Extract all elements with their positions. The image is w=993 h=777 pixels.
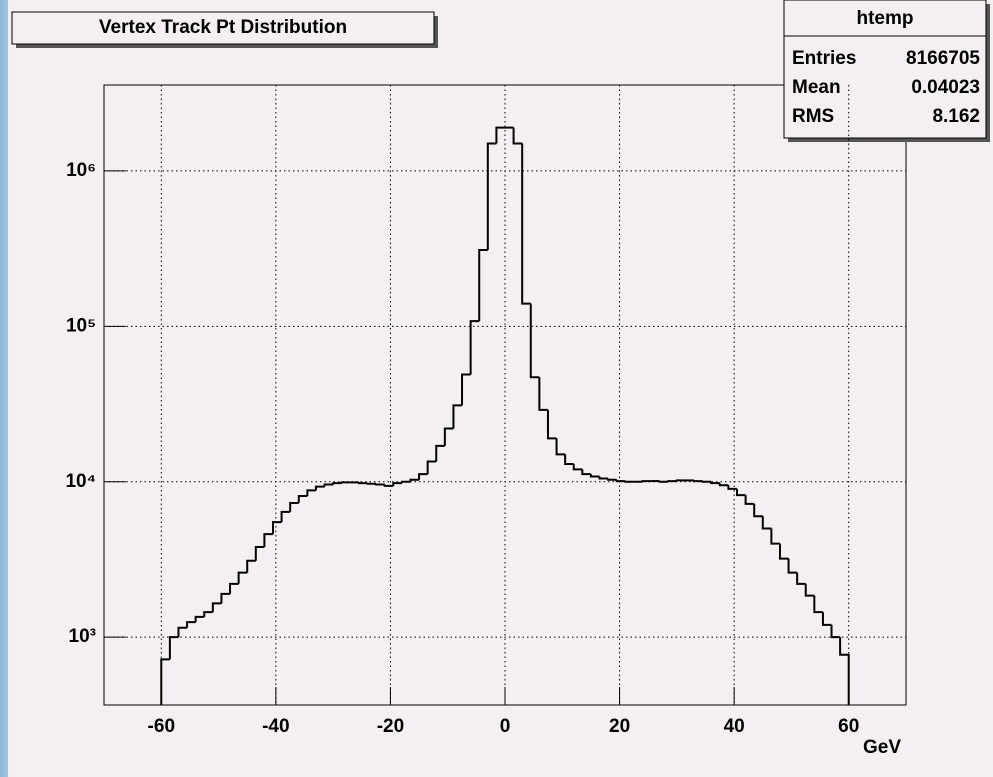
bin [693,480,703,483]
bin [589,474,600,478]
stats-value: 8.162 [932,106,980,127]
bin [736,488,746,497]
bin [418,473,428,480]
bin [211,602,222,613]
bin [237,571,248,584]
x-tick-label: 60 [838,716,859,737]
bin [229,582,239,594]
bin [375,483,385,486]
bin [220,592,231,604]
bin [581,469,591,476]
bin [701,480,712,483]
bin [435,444,445,462]
bin [400,480,411,484]
bin [409,478,420,482]
stats-value: 8166705 [906,48,980,69]
bin [177,626,188,638]
stats-box [783,0,987,139]
bin [186,621,196,628]
bin [357,482,368,485]
bin [314,485,325,491]
bin [168,636,179,660]
bin [340,481,351,484]
bin [478,248,488,322]
y-tick-label: 10⁴ [65,471,96,492]
bin [718,483,729,487]
bin [443,427,454,446]
bin [512,127,523,145]
bin [306,489,316,496]
bin [160,658,170,705]
bin [383,484,394,487]
bin [461,373,471,406]
bin [392,482,402,486]
x-tick-label: 0 [500,716,511,737]
bin [469,320,480,375]
bin [426,460,437,475]
bin [572,464,583,471]
bin [624,480,634,483]
y-tick-label: 10³ [69,626,96,647]
stats-label: RMS [792,106,834,127]
bin [271,521,282,535]
bin [761,516,772,530]
bin [194,615,205,623]
bin [821,612,832,626]
bin [667,480,677,483]
x-tick-label: -20 [377,716,404,737]
y-tick-label: 10⁶ [66,160,96,181]
bin [607,478,617,481]
bin [332,482,342,485]
title-box [11,11,435,45]
bin [521,143,531,305]
bin [263,533,273,548]
bin [778,543,789,560]
x-axis-label: GeV [863,737,901,758]
x-tick-label: -40 [262,716,289,737]
x-tick-label: 40 [724,716,745,737]
bin [203,611,213,617]
bin [289,501,299,512]
bin [770,528,780,545]
y-tick-label: 10⁵ [66,315,96,336]
stats-label: Mean [792,77,841,98]
stats-value: 0.04023 [911,77,980,98]
bin [280,510,291,523]
x-tick-label: -60 [148,716,175,737]
bin [546,409,557,440]
bin [486,142,497,250]
bin [555,438,566,456]
bin [641,480,652,483]
stats-label: Entries [792,48,856,69]
bin [710,481,720,485]
bin [727,485,738,490]
bin [787,558,798,574]
bin [564,454,574,466]
stats-title: htemp [857,8,914,29]
bin [658,480,669,483]
bin [538,377,548,411]
bin [246,559,256,573]
bin [796,572,806,585]
bin [839,637,850,705]
bin [254,546,265,561]
bin [323,483,334,487]
bin [297,494,308,503]
bin [615,479,626,483]
bin [813,595,823,614]
x-tick-label: 20 [609,716,630,737]
bin [744,495,755,505]
bin [366,482,377,485]
bin [804,583,815,597]
bin [753,503,763,518]
bin [529,303,540,379]
bin [495,126,505,144]
chart-title: Vertex Track Pt Distribution [99,17,347,38]
bin [675,479,686,482]
bin [452,404,463,429]
bin [830,624,841,639]
bin [598,476,609,480]
